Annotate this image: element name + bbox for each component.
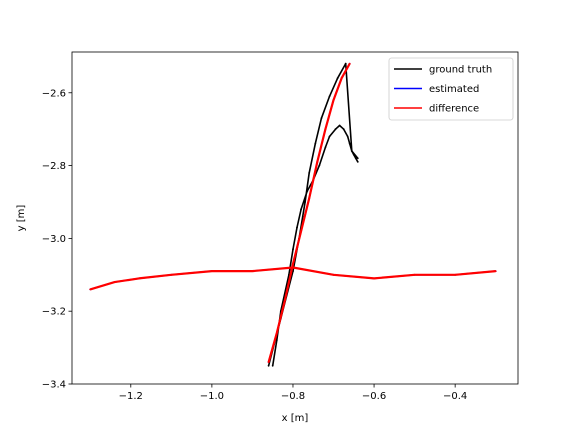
data-point: [332, 273, 335, 276]
data-point: [348, 62, 351, 65]
x-tick-label: −0.6: [362, 391, 386, 402]
data-point: [328, 95, 331, 98]
data-point: [211, 270, 213, 272]
data-point: [170, 273, 173, 276]
x-tick-label: −1.0: [200, 391, 224, 402]
legend-label: difference: [429, 104, 479, 115]
data-point: [314, 142, 317, 145]
data-point: [318, 164, 321, 167]
y-ticks: −3.4 −3.2 −3.0 −2.8 −2.6: [42, 88, 72, 391]
y-axis-label: y [m]: [16, 205, 27, 232]
data-point: [275, 339, 278, 342]
data-point: [300, 230, 302, 233]
data-point: [292, 266, 294, 269]
y-tick-label: −3.2: [42, 307, 66, 318]
data-point: [324, 146, 327, 149]
data-point: [344, 62, 347, 65]
y-tick-label: −2.6: [42, 88, 66, 99]
data-point: [356, 161, 359, 163]
data-point: [308, 197, 311, 200]
legend-label: ground truth: [429, 65, 492, 76]
data-point: [284, 299, 286, 302]
data-point: [320, 117, 323, 120]
data-point: [300, 208, 302, 211]
series-ground-truth: [267, 62, 359, 367]
x-ticks: −1.2 −1.0 −0.8 −0.6 −0.4: [119, 384, 467, 402]
data-point: [296, 226, 298, 229]
data-point: [354, 157, 357, 160]
data-point: [267, 364, 270, 367]
y-tick-label: −3.0: [42, 234, 66, 245]
series-difference: [89, 62, 497, 364]
legend-label: estimated: [429, 84, 479, 95]
data-point: [271, 364, 274, 367]
series-layer: [89, 62, 497, 367]
data-point: [306, 190, 309, 193]
data-point: [413, 273, 416, 276]
data-point: [304, 201, 306, 203]
data-point: [324, 128, 327, 131]
x-tick-label: −0.4: [443, 391, 467, 402]
data-point: [373, 277, 375, 280]
y-tick-label: −2.8: [42, 161, 66, 172]
data-point: [267, 361, 270, 364]
data-point: [275, 332, 278, 334]
data-point: [342, 128, 345, 131]
data-point: [308, 172, 311, 174]
data-point: [350, 150, 353, 152]
data-point: [332, 99, 335, 101]
data-point: [89, 288, 92, 291]
y-tick-label: −3.4: [42, 380, 66, 391]
data-point: [352, 153, 355, 156]
data-point: [348, 142, 351, 145]
data-point: [494, 270, 497, 272]
data-point: [338, 124, 341, 127]
data-point: [334, 128, 337, 131]
legend-box: [388, 57, 514, 121]
x-tick-label: −0.8: [281, 391, 305, 402]
axes-frame: [71, 51, 519, 385]
data-point: [336, 77, 339, 80]
data-point: [328, 135, 331, 138]
data-point: [316, 161, 319, 163]
data-point: [251, 270, 254, 272]
data-point: [356, 157, 359, 160]
data-point: [292, 263, 294, 265]
data-point: [346, 135, 349, 138]
data-point: [340, 77, 343, 80]
legend: ground truth estimated difference: [388, 57, 514, 121]
data-point: [292, 248, 294, 251]
data-point: [138, 277, 140, 280]
data-point: [113, 281, 116, 283]
x-axis-label: x [m]: [282, 413, 309, 424]
data-point: [454, 273, 457, 276]
x-tick-label: −1.2: [119, 391, 143, 402]
